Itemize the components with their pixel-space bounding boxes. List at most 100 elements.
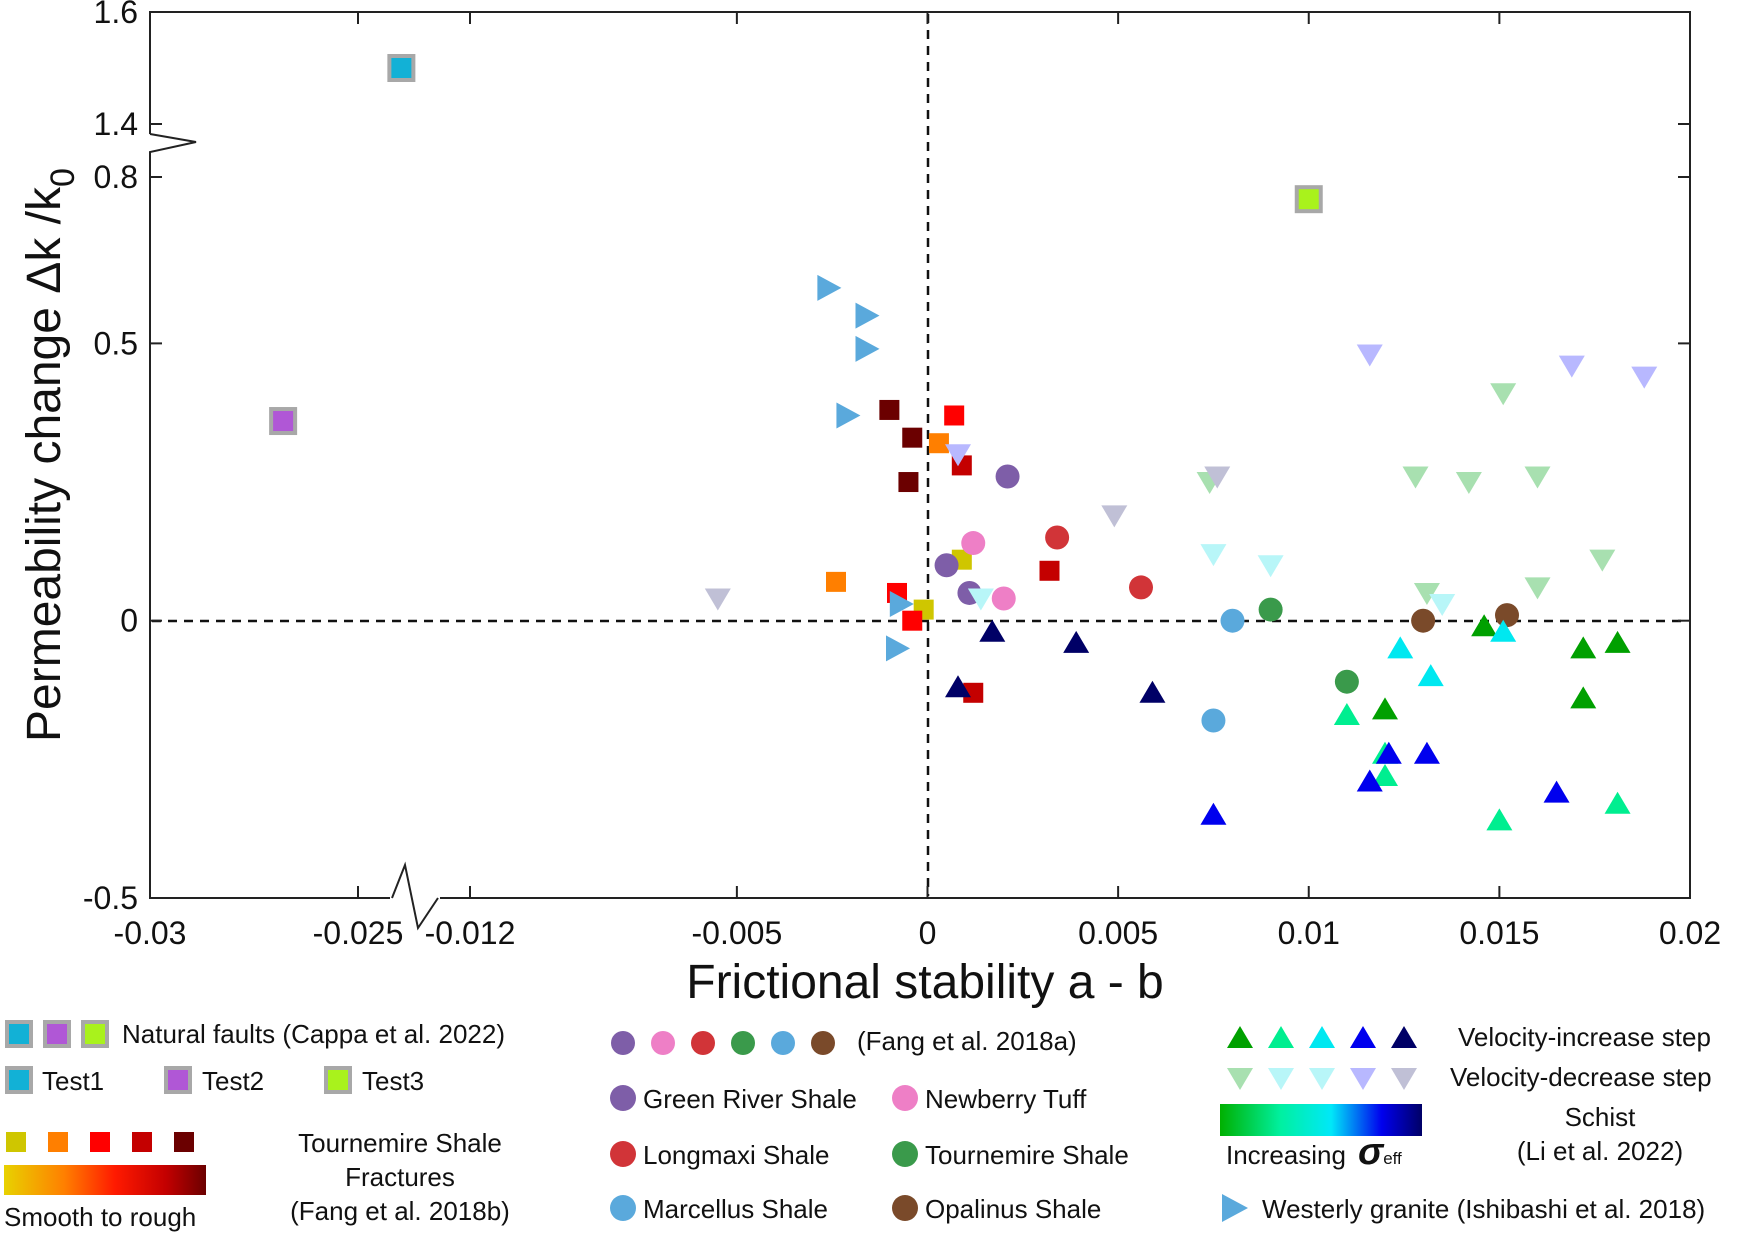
point-schist-velocity-decrease-green (1524, 466, 1551, 489)
legend-sigma-subscript: eff (1383, 1149, 1402, 1168)
point-schist-velocity-increase-blue (1200, 802, 1227, 825)
legend-natural-fault-square (43, 1020, 71, 1048)
x-tick-label: -0.025 (313, 915, 404, 951)
point-schist-velocity-increase-spring-green (1333, 702, 1360, 725)
point-schist-velocity-increase-green (1570, 636, 1597, 659)
point-westerly-granite (889, 591, 914, 618)
point-schist-velocity-increase-spring-green (1486, 808, 1513, 831)
point-marcellus-shale (1220, 608, 1245, 633)
point-opalinus-shale (1411, 608, 1436, 633)
point-westerly-granite (855, 302, 880, 329)
x-tick-label: -0.03 (114, 915, 187, 951)
legend-natural-fault-square (81, 1020, 109, 1048)
y-axis-label-main: Permeability change Δk /k (18, 186, 71, 742)
legend-smooth-rough-label: Smooth to rough (4, 1202, 196, 1232)
point-natural-faults-test2 (269, 407, 298, 436)
x-tick-label: -0.005 (692, 915, 783, 951)
legend-fang-circle (731, 1031, 755, 1055)
y-tick-label: -0.5 (83, 880, 138, 916)
point-schist-velocity-decrease-blue (1356, 344, 1383, 367)
legend-velocity-increase-triangle (1227, 1026, 1253, 1048)
legend-increasing-text: Increasing (1226, 1140, 1346, 1170)
point-longmaxi-shale (1045, 525, 1070, 550)
legend-velocity-decrease-triangle (1309, 1068, 1335, 1090)
point-schist-velocity-increase-green (1570, 686, 1597, 709)
point-schist-velocity-decrease-cyan (967, 588, 994, 611)
legend-longmaxi-marker (610, 1141, 636, 1167)
legend-velocity-increase-triangle (1268, 1026, 1294, 1048)
point-schist-velocity-increase-cyan (1490, 619, 1517, 642)
plot-frame (149, 11, 1691, 899)
legend-natural-fault-square (5, 1020, 33, 1048)
legend-newberry-marker (892, 1085, 918, 1111)
legend-westerly-label: Westerly granite (Ishibashi et al. 2018) (1262, 1194, 1705, 1224)
point-schist-velocity-increase-blue (1543, 780, 1570, 803)
legend-marcellus-marker (610, 1195, 636, 1221)
point-schist-velocity-decrease-green (1589, 549, 1616, 572)
point-schist-velocity-increase-navy (1063, 630, 1090, 653)
point-westerly-granite (886, 635, 910, 662)
legend-fracture-square (132, 1132, 152, 1152)
legend-velocity-decrease-swatches (1227, 1068, 1417, 1090)
point-natural-faults-test1 (387, 54, 416, 82)
legend-fang2018a-label: (Fang et al. 2018a) (857, 1026, 1077, 1056)
legend-newberry-label: Newberry Tuff (925, 1084, 1087, 1114)
point-schist-velocity-increase-blue (1413, 741, 1440, 764)
point-schist-velocity-decrease-grey (1204, 466, 1231, 489)
legend-sigma-symbol: σ (1358, 1131, 1385, 1173)
smooth-to-rough-colorbar (4, 1165, 206, 1195)
point-tournemire-shale (1258, 597, 1283, 622)
legend-velocity-decrease-triangle (1268, 1068, 1294, 1090)
point-schist-velocity-increase-blue (1375, 741, 1402, 764)
point-opalinus-shale (1495, 603, 1519, 628)
point-schist-velocity-decrease-grey (1101, 505, 1128, 528)
legend-increasing-sigma-label: Increasing σeff (1226, 1131, 1402, 1173)
point-schist-velocity-decrease-green (1524, 577, 1551, 600)
y-axis-label-group: Permeability change Δk /k0 (18, 168, 82, 742)
point-newberry-tuff (991, 586, 1016, 611)
point-schist-velocity-decrease-cyan (1429, 594, 1456, 617)
legend-tournemire-label: Tournemire Shale (925, 1140, 1129, 1170)
legend-velocity-decrease-triangle (1227, 1068, 1253, 1090)
point-natural-faults-test3 (1294, 185, 1323, 214)
y-axis-label-subscript: 0 (44, 168, 82, 187)
legend-marcellus-label: Marcellus Shale (643, 1194, 828, 1224)
legend-fang-circle (811, 1031, 835, 1055)
point-westerly-granite (817, 274, 842, 301)
legend-natural-fault-swatches (5, 1020, 352, 1094)
legend-natural-faults-label: Natural faults (Cappa et al. 2022) (122, 1019, 505, 1049)
y-tick-label: 1.4 (94, 106, 138, 142)
legend-velocity-increase-triangle (1309, 1026, 1335, 1048)
point-schist-velocity-increase-cyan (1387, 636, 1414, 659)
point-schist-velocity-decrease-green (1490, 383, 1517, 406)
legend-fractures-line3: (Fang et al. 2018b) (290, 1196, 510, 1226)
legend-fang-circle (651, 1031, 675, 1055)
point-green-river-shale (934, 553, 959, 578)
point-schist-velocity-increase-spring-green (1372, 763, 1398, 786)
y-tick-label: 1.6 (94, 0, 138, 30)
point-tournemire-shale-fractures-3 (944, 405, 965, 426)
legend-fracture-square (90, 1132, 110, 1152)
legend-velocity-decrease-triangle (1391, 1068, 1417, 1090)
sigma-eff-colorbar (1220, 1104, 1422, 1136)
legend-fractures-line2: Fractures (345, 1162, 455, 1192)
axis-ticks: -0.03 -0.025 -0.012 -0.005 0 0.005 0.01 0.015 0.… (83, 0, 1721, 951)
point-tournemire-shale (1334, 669, 1359, 694)
point-schist-velocity-increase-navy (945, 675, 971, 698)
legend-test1-square (5, 1066, 33, 1094)
x-axis-label: Frictional stability a - b (686, 956, 1164, 1009)
point-schist-velocity-increase-navy (979, 619, 1006, 642)
point-tournemire-shale-fractures-3 (902, 610, 923, 631)
legend-velocity-increase-label: Velocity-increase step (1458, 1022, 1711, 1052)
legend-fracture-square (48, 1132, 68, 1152)
point-schist-velocity-decrease-blue (1558, 355, 1585, 378)
legend-fracture-square (6, 1132, 26, 1152)
legend-fang-circle (771, 1031, 795, 1055)
x-tick-label: -0.012 (425, 915, 516, 951)
legend-velocity-decrease-label: Velocity-decrease step (1450, 1062, 1712, 1092)
legend-green-river-marker (610, 1085, 636, 1111)
legend-test1-label: Test1 (42, 1066, 104, 1096)
point-longmaxi-shale (1129, 575, 1153, 600)
point-newberry-tuff (961, 531, 986, 556)
point-schist-velocity-decrease-cyan (1257, 555, 1284, 578)
